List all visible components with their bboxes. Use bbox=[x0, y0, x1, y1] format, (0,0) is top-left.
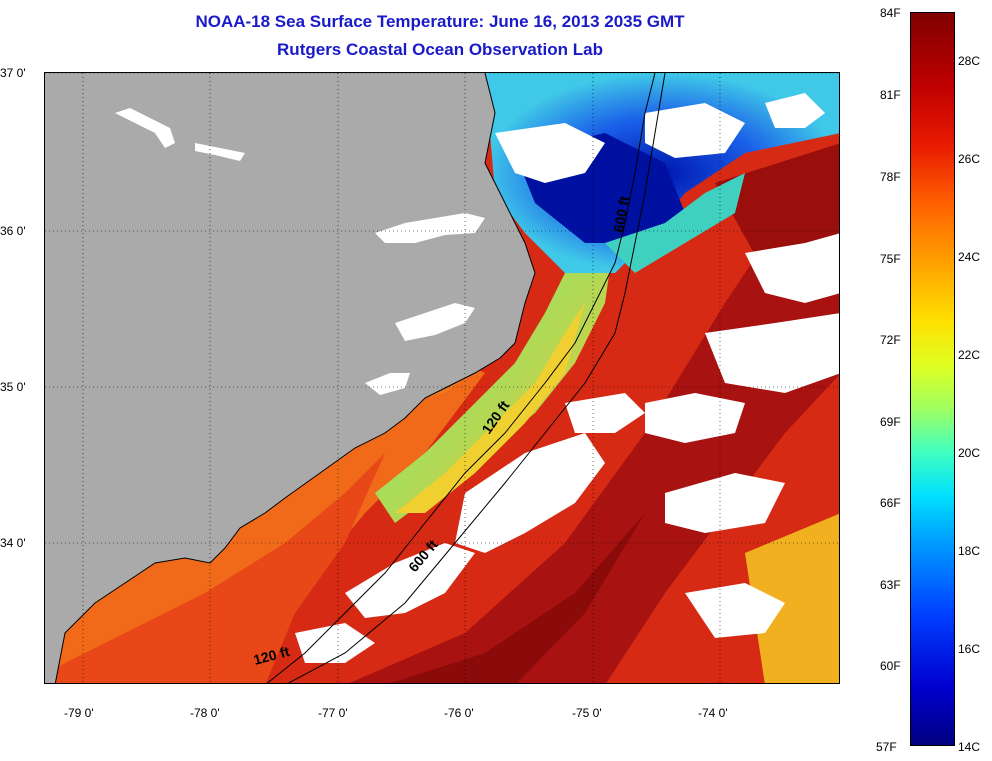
inland-water-3 bbox=[375, 213, 485, 243]
inland-water-1 bbox=[115, 108, 175, 148]
cloud-4 bbox=[745, 233, 839, 303]
cloud-9 bbox=[345, 543, 475, 618]
colorbar-label-24c: 24C bbox=[958, 250, 981, 264]
cloud-11 bbox=[665, 473, 785, 533]
map-title: NOAA-18 Sea Surface Temperature: June 16… bbox=[195, 12, 685, 31]
cloud-2 bbox=[645, 103, 745, 158]
lat-label-34: 34 0' bbox=[0, 536, 26, 550]
cloud-5 bbox=[705, 313, 839, 393]
colorbar-label-14c: 14C bbox=[958, 740, 981, 754]
lon-label-74: -74 0' bbox=[698, 706, 728, 720]
contour-label-600ft-north: 600 ft bbox=[610, 194, 632, 233]
cloud-7 bbox=[455, 433, 605, 553]
colorbar-label-60f: 60F bbox=[880, 659, 901, 673]
cloud-10 bbox=[295, 623, 375, 663]
colorbar-label-22c: 22C bbox=[958, 348, 981, 362]
inland-water-2 bbox=[195, 143, 245, 161]
cloud-12 bbox=[685, 583, 785, 638]
lat-label-37: 37 0' bbox=[0, 66, 26, 80]
northern-cyan-edge bbox=[605, 173, 745, 273]
coastline bbox=[54, 73, 536, 683]
colorbar-label-66f: 66F bbox=[880, 496, 901, 510]
southern-orange-band bbox=[45, 453, 385, 683]
cloud-1 bbox=[495, 123, 605, 183]
colorbar-label-78f: 78F bbox=[880, 170, 901, 184]
shelf-water bbox=[375, 233, 615, 523]
sst-map-image: 600 ft 120 ft 600 ft 120 ft bbox=[45, 73, 839, 683]
graticule bbox=[45, 73, 839, 683]
colorbar-label-84f: 84F bbox=[880, 6, 901, 20]
contour-600ft bbox=[287, 73, 666, 683]
sst-map[interactable]: 600 ft 120 ft 600 ft 120 ft bbox=[44, 72, 840, 684]
southeast-warm-patch bbox=[745, 513, 839, 683]
colorbar-label-26c: 26C bbox=[958, 152, 981, 166]
colorbar-label-81f: 81F bbox=[880, 88, 901, 102]
colorbar-label-57f: 57F bbox=[876, 740, 897, 754]
colorbar-label-28c: 28C bbox=[958, 54, 981, 68]
lat-label-35: 35 0' bbox=[0, 380, 26, 394]
lon-label-75: -75 0' bbox=[572, 706, 602, 720]
lat-label-36: 36 0' bbox=[0, 224, 26, 238]
lon-label-79: -79 0' bbox=[64, 706, 94, 720]
inland-water-4 bbox=[395, 303, 475, 341]
map-subtitle: Rutgers Coastal Ocean Observation Lab bbox=[277, 40, 603, 59]
temperature-colorbar bbox=[910, 12, 955, 746]
colorbar-label-75f: 75F bbox=[880, 252, 901, 266]
lon-label-77: -77 0' bbox=[318, 706, 348, 720]
colorbar-label-69f: 69F bbox=[880, 415, 901, 429]
colorbar-label-18c: 18C bbox=[958, 544, 981, 558]
gulf-stream-northeast bbox=[715, 143, 839, 273]
cloud-3 bbox=[765, 93, 825, 128]
lon-label-76: -76 0' bbox=[444, 706, 474, 720]
colorbar-label-20c: 20C bbox=[958, 446, 981, 460]
colorbar-label-72f: 72F bbox=[880, 333, 901, 347]
colorbar-label-63f: 63F bbox=[880, 578, 901, 592]
cloud-8 bbox=[565, 393, 645, 433]
inland-water-5 bbox=[365, 373, 410, 395]
colorbar-label-16c: 16C bbox=[958, 642, 981, 656]
lon-label-78: -78 0' bbox=[190, 706, 220, 720]
gulf-stream-darkest bbox=[391, 513, 645, 683]
contour-120ft bbox=[266, 73, 656, 683]
